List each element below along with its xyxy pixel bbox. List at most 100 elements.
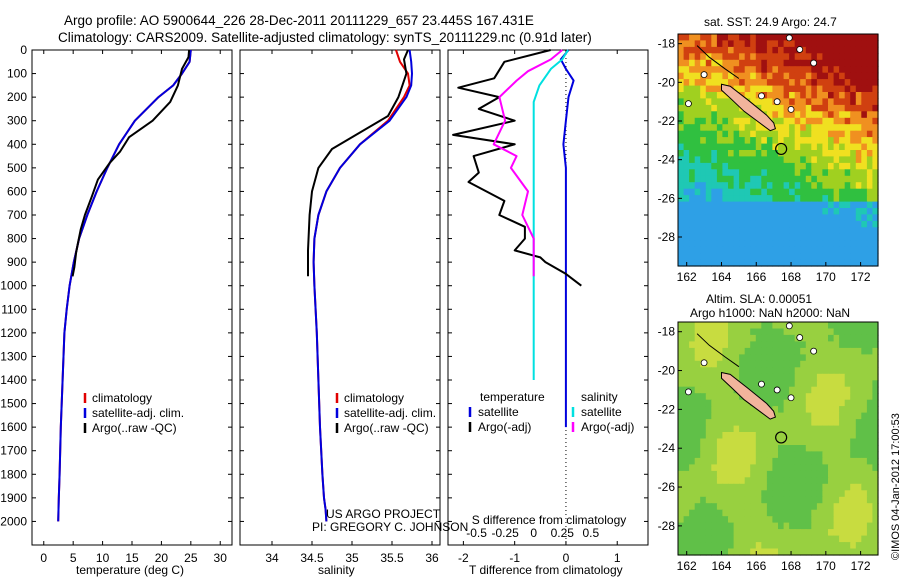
sla-map-cell bbox=[850, 432, 857, 440]
sla-map-cell bbox=[728, 509, 735, 517]
sst-map-cell bbox=[866, 143, 874, 151]
sla-map-cell bbox=[833, 412, 840, 420]
salinity-xtick-label: 34.5 bbox=[300, 551, 324, 565]
sst-map-cell bbox=[789, 182, 796, 190]
sst-map-cell bbox=[755, 150, 762, 157]
salinity-legend-label: satellite-adj. clim. bbox=[344, 406, 436, 420]
sla-map-cell bbox=[761, 503, 768, 511]
sst-map-cell bbox=[789, 188, 796, 196]
sst-map-cell bbox=[789, 175, 796, 183]
sst-map-cell bbox=[828, 85, 835, 93]
sla-map-cell bbox=[811, 406, 818, 414]
sla-map-cell bbox=[794, 419, 801, 427]
sla-map-cell bbox=[850, 490, 857, 498]
sst-map-cell bbox=[733, 66, 740, 74]
sla-map-cell bbox=[855, 354, 862, 362]
sst-map-cell bbox=[722, 53, 729, 61]
sla-lat-tick-label: -22 bbox=[658, 402, 676, 416]
sla-map-cell bbox=[811, 425, 818, 433]
sst-map-cell bbox=[678, 246, 685, 254]
sst-map-cell bbox=[766, 259, 774, 267]
sst-map-cell bbox=[739, 227, 746, 235]
sst-map-cell bbox=[733, 208, 740, 215]
temperature-ytick-label: 200 bbox=[7, 90, 27, 104]
sst-map-cell bbox=[750, 169, 757, 177]
sst-map-cell bbox=[822, 53, 829, 61]
sst-map-cell bbox=[716, 220, 724, 228]
sst-map-cell bbox=[772, 117, 779, 125]
sla-map-cell bbox=[855, 406, 862, 414]
sla-map-cell bbox=[683, 529, 690, 537]
sst-map-cell bbox=[722, 240, 729, 248]
sst-map-cell bbox=[700, 253, 707, 261]
sst-map-cell bbox=[694, 98, 701, 106]
project-label: US ARGO PROJECT bbox=[326, 507, 441, 521]
sla-map-cell bbox=[722, 451, 729, 459]
sla-map-cell bbox=[844, 347, 851, 355]
sla-map-cell bbox=[839, 529, 846, 537]
sla-map-cell bbox=[805, 354, 812, 362]
temperature-xtick-label: 20 bbox=[155, 551, 169, 565]
sst-map-cell bbox=[778, 111, 785, 119]
sla-map-cell bbox=[694, 425, 701, 433]
sst-map-cell bbox=[794, 259, 801, 267]
sst-map-cell bbox=[750, 227, 757, 235]
sst-map-cell bbox=[822, 175, 829, 183]
sst-map-cell bbox=[816, 169, 824, 177]
sst-map-cell bbox=[761, 72, 768, 80]
sla-map-cell bbox=[722, 412, 729, 420]
sla-map-cell bbox=[772, 419, 779, 427]
sst-map-cell bbox=[705, 233, 712, 241]
sst-map-cell bbox=[789, 156, 796, 164]
sla-map-cell bbox=[739, 457, 746, 465]
sla-map-cell bbox=[828, 322, 835, 330]
sla-map-cell bbox=[728, 328, 735, 336]
sla-map-title-1: Altim. SLA: 0.00051 bbox=[706, 292, 813, 306]
sla-map-cell bbox=[789, 529, 796, 537]
sst-map-cell bbox=[761, 246, 768, 254]
sla-map-cell bbox=[861, 542, 868, 550]
sst-map-cell bbox=[683, 201, 690, 209]
sla-map-cell bbox=[683, 341, 690, 349]
sla-map-cell bbox=[766, 451, 774, 459]
sst-map-cell bbox=[678, 188, 685, 196]
sst-map-cell bbox=[750, 72, 757, 80]
sst-map-cell bbox=[722, 111, 729, 119]
sst-map-cell bbox=[833, 214, 840, 222]
sla-map-cell bbox=[722, 386, 729, 394]
sst-map-cell bbox=[805, 53, 812, 61]
sla-map-cell bbox=[761, 542, 768, 550]
sst-map-cell bbox=[772, 111, 779, 119]
sla-map-cell bbox=[811, 334, 818, 342]
sst-map-cell bbox=[872, 240, 879, 248]
sst-map-cell bbox=[822, 162, 829, 170]
sst-map-cell bbox=[733, 143, 740, 151]
sst-map-cell bbox=[750, 156, 757, 164]
sla-map-cell bbox=[850, 386, 857, 394]
sla-map-cell bbox=[700, 432, 707, 440]
sla-map-cell bbox=[861, 483, 868, 491]
sla-map-cell bbox=[850, 522, 857, 530]
sla-map-cell bbox=[728, 490, 735, 498]
sst-map-cell bbox=[755, 175, 762, 183]
salinity-xtick-label: 34 bbox=[265, 551, 279, 565]
sst-map-cell bbox=[761, 214, 768, 222]
sla-map-cell bbox=[744, 516, 751, 524]
sst-map-cell bbox=[783, 246, 790, 254]
sla-map-cell bbox=[761, 516, 768, 524]
sla-map-cell bbox=[833, 483, 840, 491]
sla-map-cell bbox=[700, 380, 707, 388]
sst-map-cell bbox=[728, 46, 735, 54]
sla-map-cell bbox=[872, 490, 879, 498]
sst-map-cell bbox=[683, 34, 690, 41]
sst-map-cell bbox=[722, 227, 729, 235]
sla-map-cell bbox=[766, 399, 774, 407]
sla-map-cell bbox=[739, 328, 746, 336]
sst-map-cell bbox=[844, 117, 851, 125]
sla-map-cell bbox=[866, 419, 874, 427]
sst-map-cell bbox=[755, 79, 762, 87]
sst-map-cell bbox=[689, 233, 696, 241]
sla-map-cell bbox=[766, 503, 774, 511]
sla-map-cell bbox=[778, 380, 785, 388]
sla-map-cell bbox=[805, 373, 812, 381]
